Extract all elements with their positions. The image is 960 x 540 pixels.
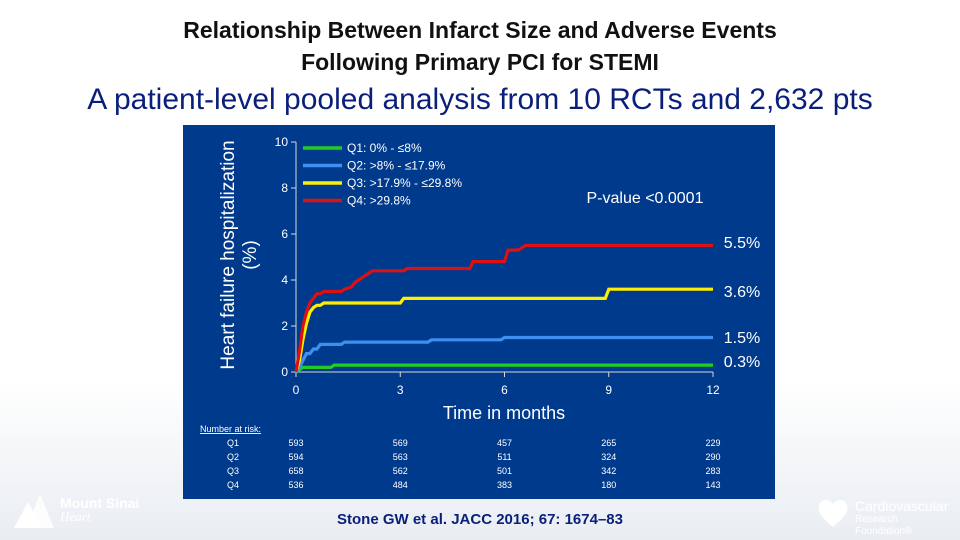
chart-panel — [183, 125, 775, 499]
end-value-label: 1.5% — [724, 330, 760, 347]
risk-count-cell: 342 — [601, 466, 616, 476]
crf-logo: Cardiovascular Research Foundation® — [815, 495, 955, 537]
end-value-label: 5.5% — [724, 235, 760, 252]
risk-count-cell: 484 — [393, 480, 408, 490]
risk-count-cell: 265 — [601, 438, 616, 448]
risk-row-group: Q1 — [227, 438, 239, 448]
risk-count-cell: 180 — [601, 480, 616, 490]
end-value-label: 0.3% — [724, 354, 760, 371]
chart-labels: P-value <0.0001 0.3% 1.5% 3.6% 5.5% — [587, 190, 761, 371]
p-value-annotation: P-value <0.0001 — [587, 190, 704, 207]
risk-count-cell: 283 — [705, 466, 720, 476]
chart-legend: Q1: 0% - ≤8% Q2: >8% - ≤17.9% Q3: >17.9% -… — [303, 141, 462, 208]
logo-left-line1: Mount Sinai — [60, 495, 140, 511]
risk-count-cell: 563 — [393, 452, 408, 462]
logo-right-line1: Cardiovascular — [855, 498, 949, 514]
risk-row-group: Q4 — [227, 480, 239, 490]
risk-row-group: Q2 — [227, 452, 239, 462]
legend-label: Q2: >8% - ≤17.9% — [347, 159, 446, 173]
end-value-label: 3.6% — [724, 284, 760, 301]
series-line-q4 — [294, 243, 713, 373]
risk-count-cell: 143 — [705, 480, 720, 490]
logo-right-line2: Research Foundation® — [855, 514, 913, 537]
y-tick-label: 4 — [281, 273, 288, 287]
legend-label: Q3: >17.9% - ≤29.8% — [347, 176, 462, 190]
risk-count-cell: 658 — [288, 466, 303, 476]
risk-count-cell: 593 — [288, 438, 303, 448]
y-tick-label: 6 — [281, 227, 288, 241]
series-line-q3 — [294, 287, 713, 373]
x-axis-label: Time in months — [443, 403, 565, 423]
heart-icon — [818, 499, 848, 527]
citation: Stone GW et al. JACC 2016; 67: 1674–83 — [337, 511, 623, 528]
legend-label: Q1: 0% - ≤8% — [347, 141, 422, 155]
y-tick-label: 10 — [275, 135, 289, 149]
slide-title-line2: Following Primary PCI for STEMI — [301, 49, 659, 75]
mountain-icon — [14, 494, 54, 528]
chart-series — [294, 243, 713, 374]
x-tick-label: 0 — [293, 383, 300, 397]
legend-label: Q4: >29.8% — [347, 194, 411, 208]
risk-count-cell: 383 — [497, 480, 512, 490]
risk-count-cell: 594 — [288, 452, 303, 462]
risk-count-cell: 501 — [497, 466, 512, 476]
risk-count-cell: 324 — [601, 452, 616, 462]
risk-count-cell: 511 — [497, 452, 511, 462]
risk-table: Number at risk: Q1 593 569 457 265 229 Q2 594 563… — [200, 424, 721, 490]
chart-axes: 0 2 4 6 8 10 0 3 6 9 12 Time in months — [275, 135, 720, 423]
y-tick-label: 2 — [281, 319, 288, 333]
x-tick-label: 6 — [501, 383, 508, 397]
y-tick-label: 0 — [281, 365, 288, 379]
x-tick-label: 12 — [706, 383, 720, 397]
risk-count-cell: 457 — [497, 438, 512, 448]
risk-row-group: Q3 — [227, 466, 239, 476]
risk-table-label: Number at risk: — [200, 424, 261, 434]
mount-sinai-logo: Mount Sinai Heart — [12, 488, 152, 534]
series-line-q2 — [294, 335, 713, 373]
risk-count-cell: 562 — [393, 466, 408, 476]
y-tick-label: 8 — [281, 181, 288, 195]
risk-count-cell: 290 — [705, 452, 720, 462]
risk-count-cell: 229 — [705, 438, 720, 448]
series-line-q1 — [295, 363, 713, 374]
risk-count-cell: 536 — [288, 480, 303, 490]
x-tick-label: 9 — [605, 383, 612, 397]
logo-left-line2: Heart — [60, 509, 91, 524]
slide-subtitle: A patient-level pooled analysis from 10 … — [87, 83, 873, 116]
x-tick-label: 3 — [397, 383, 404, 397]
slide-title-line1: Relationship Between Infarct Size and Ad… — [183, 17, 777, 43]
risk-count-cell: 569 — [393, 438, 408, 448]
